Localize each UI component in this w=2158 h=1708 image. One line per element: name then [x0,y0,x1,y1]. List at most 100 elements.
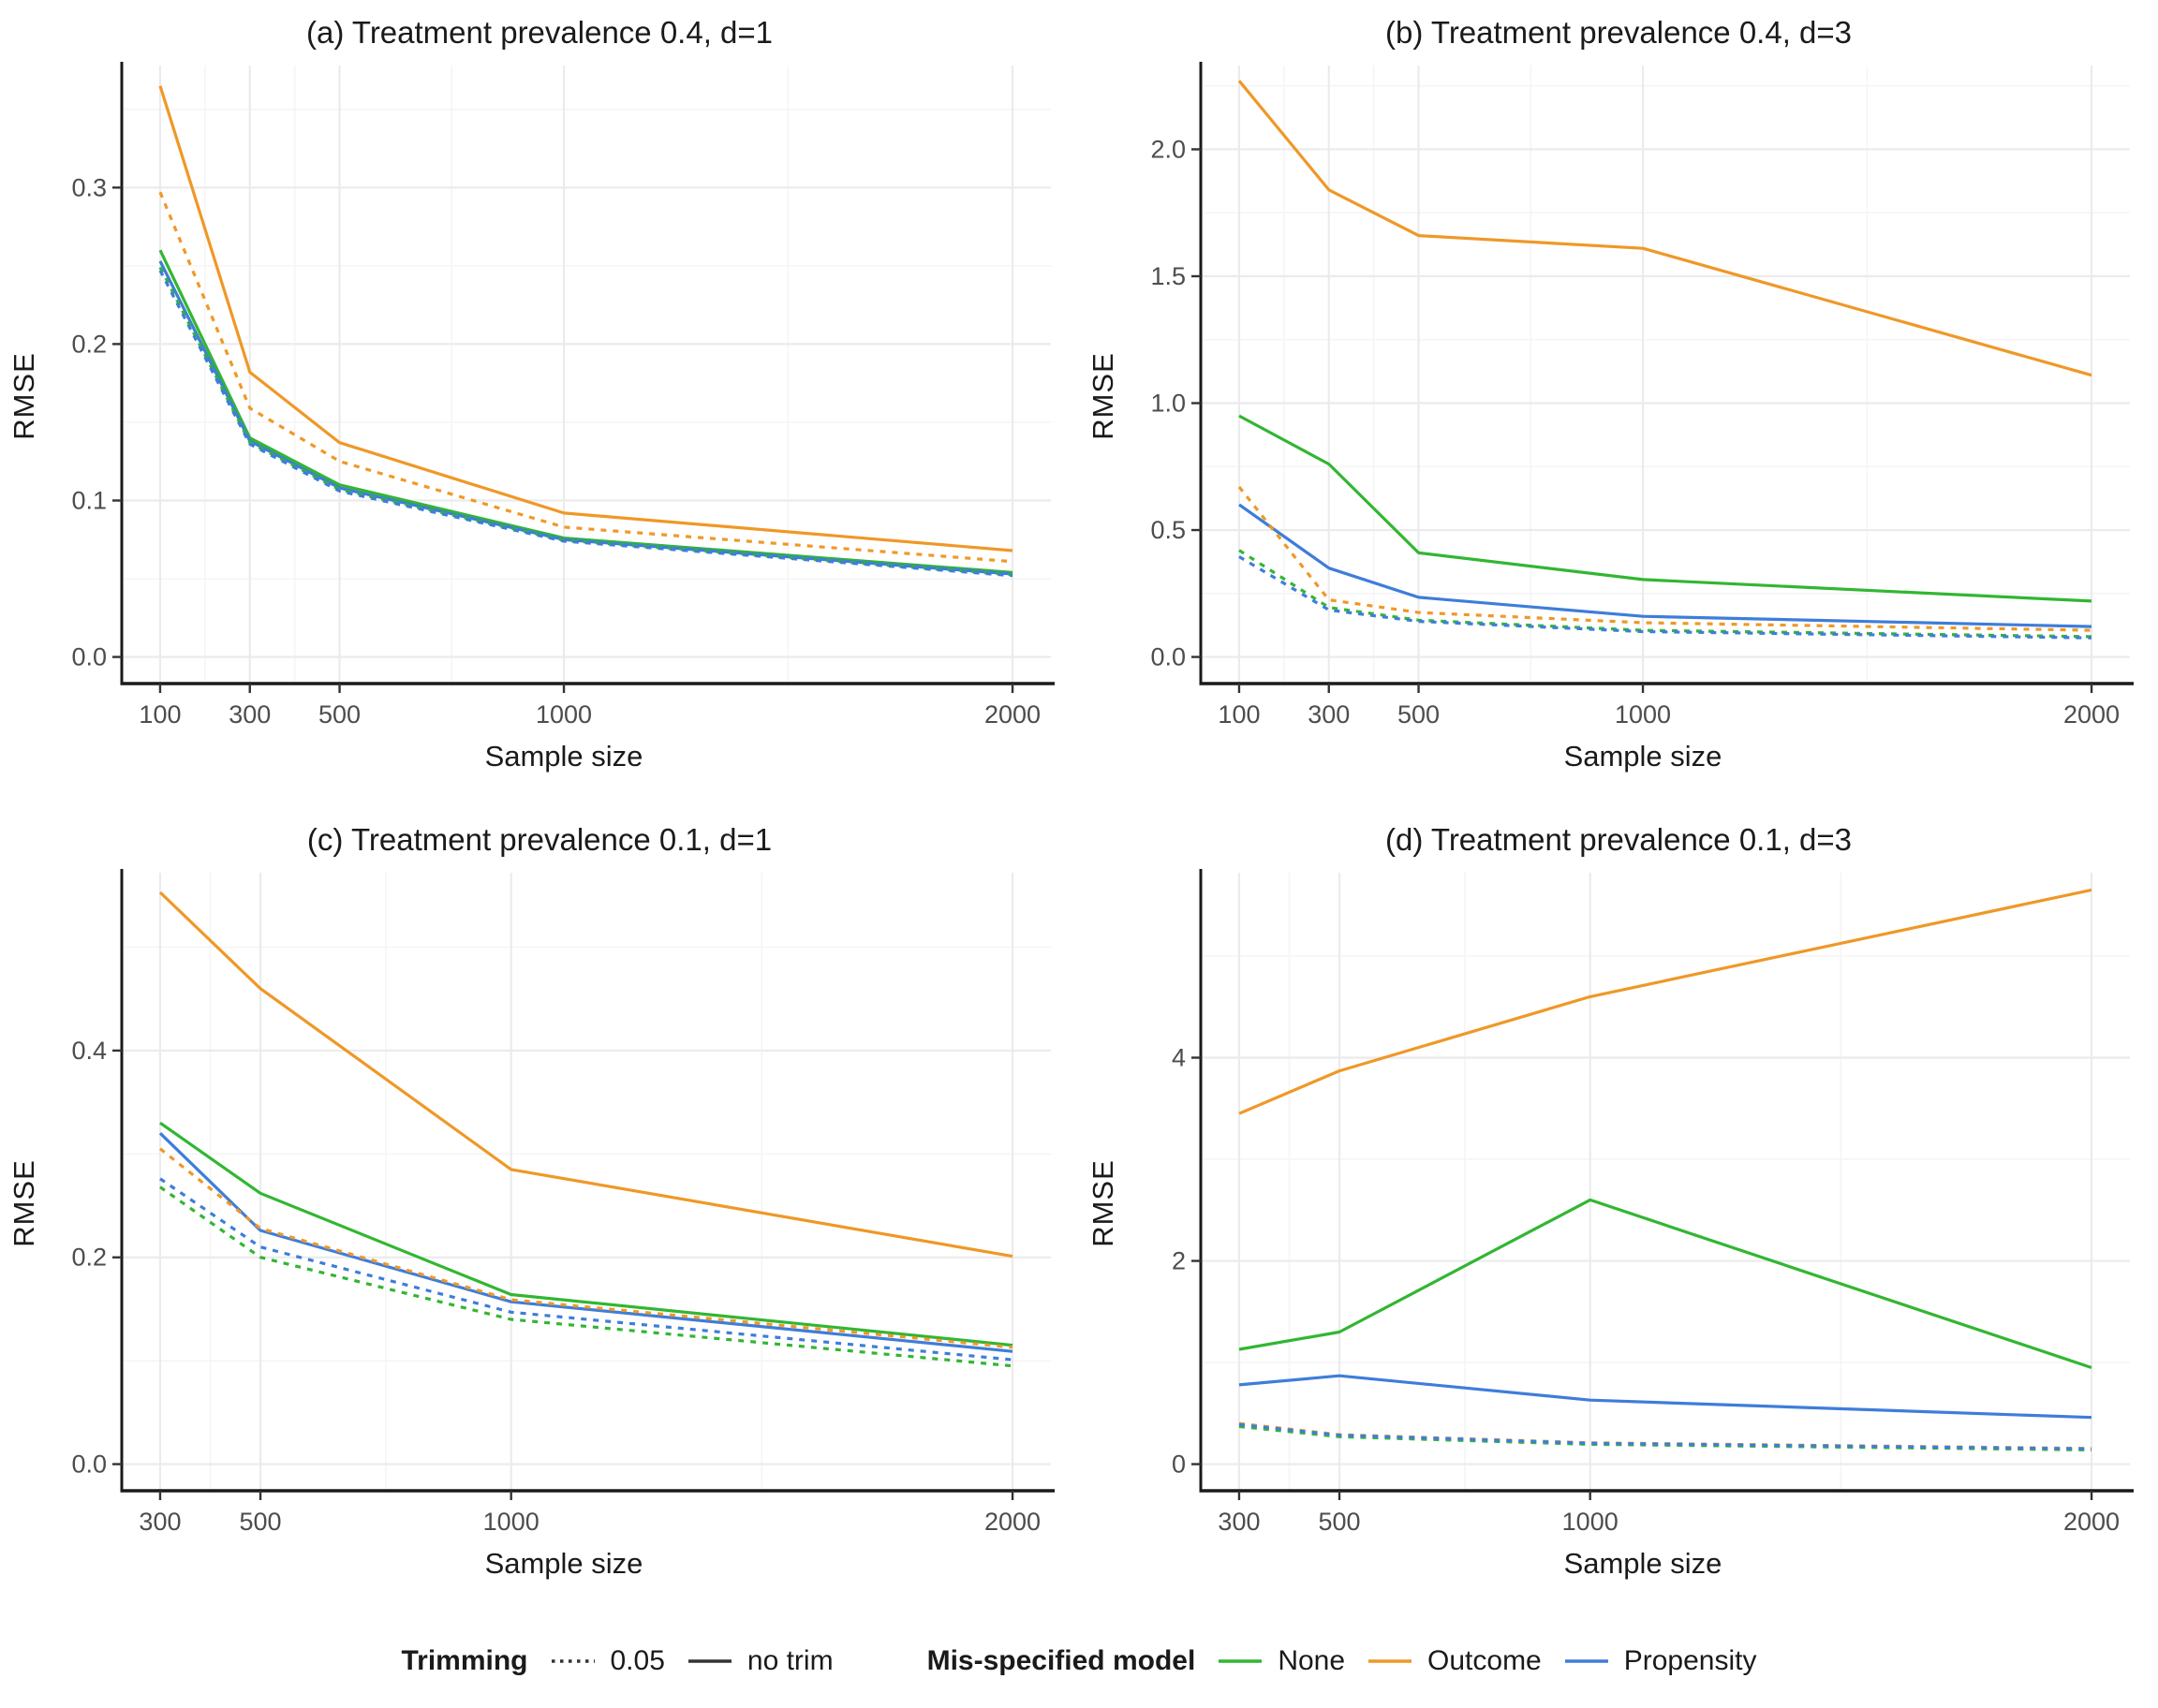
series-none-dashed [159,1185,1013,1368]
series-outcome-solid [158,891,1013,1259]
legend-label-propensity: Propensity [1623,1645,1757,1676]
legend-key-none-line [1219,1659,1263,1663]
x-tick-label: 1000 [483,1508,540,1536]
y-tick-label: 0.2 [71,1244,107,1272]
panel-c: (c) Treatment prevalence 0.1, d=1 RMSE 0… [0,807,1079,1614]
series-propensity-solid [158,260,1013,576]
x-tick-label: 2000 [2063,1508,2120,1536]
legend-label-trim-005: 0.05 [610,1645,665,1676]
series-outcome-solid [1237,80,2092,377]
legend-group-model: Mis-specified model None Outcome Propens… [927,1645,1757,1677]
series-propensity-dashed [1238,1422,2092,1450]
panel-c-title: (c) Treatment prevalence 0.1, d=1 [306,822,773,857]
x-tick-label: 2000 [984,1508,1041,1536]
x-tick-label: 100 [1218,700,1260,729]
y-tick-label: 0.0 [1150,643,1186,671]
panel-d-title: (d) Treatment prevalence 0.1, d=3 [1384,822,1853,857]
series-propensity-dashed [1238,555,2092,640]
legend-key-dashed-line [551,1659,595,1663]
y-tick-label: 2 [1172,1247,1186,1275]
panel-b-y-axis-title: RMSE [1079,54,1128,738]
x-tick-label: 1000 [1615,700,1671,729]
x-tick-label: 300 [229,700,271,729]
y-tick-label: 0.1 [71,486,107,514]
legend-group-trimming: Trimming 0.05 no trim [401,1645,833,1677]
legend-item-propensity: Propensity [1562,1645,1757,1677]
series-none-solid [159,1121,1013,1347]
x-tick-label: 500 [318,700,361,729]
x-tick-label: 300 [139,1508,181,1536]
x-tick-label: 500 [1397,700,1440,729]
legend-item-no-trim: no trim [686,1645,834,1677]
legend-label-no-trim: no trim [746,1645,834,1676]
legend-key-outcome-line [1368,1659,1412,1663]
x-tick-label: 100 [139,700,181,729]
y-tick-label: 1.0 [1150,390,1186,418]
series-propensity-solid [1238,503,2092,628]
panel-c-y-axis-title: RMSE [0,861,49,1545]
legend-item-outcome: Outcome [1366,1645,1542,1677]
panel-d-y-axis-title: RMSE [1079,861,1128,1545]
panel-a-y-axis-title: RMSE [0,54,49,738]
panel-d-body: RMSE 0 2 4 300 500 1000 2000 [1079,861,2158,1545]
y-tick-label: 0.5 [1150,516,1186,544]
panel-d-x-axis-title: Sample size [1563,1547,1722,1580]
y-tick-label: 0.3 [71,173,107,201]
y-tick-label: 0.2 [71,330,107,358]
y-tick-label: 2.0 [1150,135,1186,163]
series-none-dashed [1238,1424,2092,1451]
x-tick-label: 500 [1318,1508,1360,1536]
x-tick-label: 300 [1308,700,1350,729]
panel-a: (a) Treatment prevalence 0.4, d=1 RMSE 0… [0,0,1079,807]
panel-b-body: RMSE 0.0 0.5 1.0 1.5 2.0 100 300 500 1000 2000 [1079,54,2158,738]
panel-b-title: (b) Treatment prevalence 0.4, d=3 [1384,15,1853,50]
series-propensity-solid [158,1132,1013,1353]
y-tick-label: 0 [1172,1450,1186,1479]
y-axis-title-text: RMSE [1086,352,1120,440]
x-tick-label: 1000 [536,700,592,729]
x-tick-label: 2000 [984,700,1041,729]
series-outcome-dashed [158,191,1013,564]
series-outcome-dashed [159,1147,1013,1349]
panel-b-x-axis-title: Sample size [1563,740,1722,773]
x-tick-label: 2000 [2063,700,2120,729]
series-outcome-solid [1238,888,2092,1115]
legend-label-none: None [1278,1645,1346,1676]
x-tick-label: 500 [239,1508,281,1536]
panel-d: (d) Treatment prevalence 0.1, d=3 RMSE 0… [1079,807,2158,1614]
panel-a-title: (a) Treatment prevalence 0.4, d=1 [305,15,774,50]
series-none-solid [158,249,1013,574]
x-tick-label: 300 [1218,1508,1260,1536]
panel-b-chart: 0.0 0.5 1.0 1.5 2.0 100 300 500 1000 2000 [1150,62,2134,729]
panel-c-chart: 0.0 0.2 0.4 300 500 1000 2000 [71,869,1055,1536]
panel-c-body: RMSE 0.0 0.2 0.4 300 500 1000 2000 [0,861,1079,1545]
y-tick-label: 0.0 [71,643,107,671]
series-propensity-dashed [158,270,1013,578]
y-tick-label: 4 [1172,1044,1186,1072]
series-none-dashed [1238,549,2092,639]
panel-b: (b) Treatment prevalence 0.4, d=3 RMSE 0… [1079,0,2158,807]
legend: Trimming 0.05 no trim Mis-specified mode… [0,1614,2158,1708]
y-axis-title-text: RMSE [1086,1159,1120,1247]
series-none-solid [1238,1198,2092,1370]
panel-a-body: RMSE 0.0 0.1 0.2 0.3 100 300 500 1000 2000 [0,54,1079,738]
series-none-solid [1238,414,2092,603]
panel-a-x-axis-title: Sample size [484,740,643,773]
series-propensity-solid [1238,1374,2092,1420]
legend-title-trimming: Trimming [401,1645,528,1676]
series-outcome-solid [158,85,1013,552]
series-outcome-dashed [1237,486,2092,632]
y-tick-label: 1.5 [1150,262,1186,290]
series-none-dashed [158,266,1013,577]
panel-d-chart: 0 2 4 300 500 1000 2000 [1172,869,2134,1536]
y-axis-title-text: RMSE [7,1159,41,1247]
legend-item-trim-005: 0.05 [549,1645,665,1677]
y-axis-title-text: RMSE [7,352,41,440]
legend-key-propensity-line [1564,1659,1608,1663]
legend-title-model: Mis-specified model [926,1645,1196,1676]
legend-label-outcome: Outcome [1427,1645,1542,1676]
y-tick-label: 0.0 [71,1450,107,1479]
x-tick-label: 1000 [1562,1508,1618,1536]
legend-item-none: None [1216,1645,1345,1677]
panel-a-chart: 0.0 0.1 0.2 0.3 100 300 500 1000 2000 [71,62,1055,729]
